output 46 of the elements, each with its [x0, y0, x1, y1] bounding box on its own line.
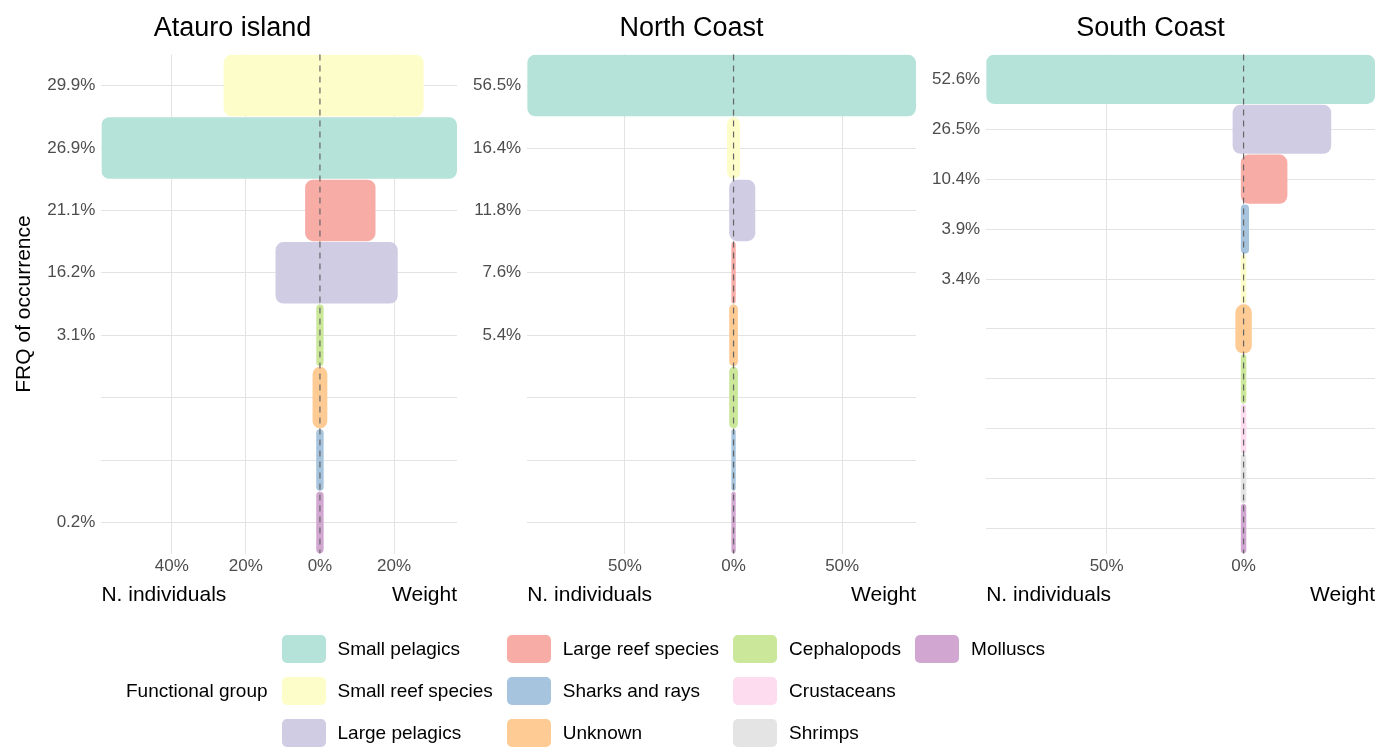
- y-tick-label: 11.8%: [474, 200, 522, 220]
- legend-label: Sharks and rays: [562, 680, 701, 702]
- y-tick-label: 21.1%: [47, 200, 96, 220]
- chart-title: Atauro island: [153, 11, 312, 42]
- text: Weight: [1310, 582, 1376, 606]
- y-tick-label: 52.6%: [932, 69, 981, 89]
- y-tick-label: 16.2%: [47, 262, 96, 282]
- x-tick-label: 20%: [228, 556, 263, 576]
- y-tick-label: 56.5%: [473, 75, 522, 95]
- x-tick-label: 0%: [721, 556, 746, 576]
- text: N. individuals: [986, 582, 1112, 606]
- y-tick-label: 5.4%: [482, 324, 522, 344]
- y-tick-label: 29.9%: [47, 75, 96, 95]
- chart-title: North Coast: [619, 11, 765, 42]
- legend-label: Molluscs: [971, 638, 1045, 660]
- legend-label: Crustaceans: [789, 680, 896, 702]
- legend-label: Shrimps: [789, 722, 859, 744]
- text: N. individuals: [527, 582, 653, 606]
- x-tick-label: 0%: [307, 556, 333, 576]
- y-tick-label: 3.9%: [941, 218, 981, 238]
- legend-label: Small reef species: [337, 680, 493, 702]
- legend-label: Large reef species: [562, 638, 720, 660]
- y-tick-label: 26.9%: [47, 137, 96, 157]
- legend-label: Large pelagics: [337, 722, 462, 744]
- x-tick-label: 40%: [154, 556, 189, 576]
- y-tick-label: 3.4%: [941, 268, 981, 288]
- text: N. individuals: [101, 582, 227, 606]
- x-tick-label: 20%: [377, 556, 412, 576]
- y-tick-label: 3.1%: [56, 324, 96, 344]
- y-tick-label: 16.4%: [473, 137, 522, 157]
- x-tick-label: 50%: [825, 556, 860, 576]
- y-tick-label: 26.5%: [932, 118, 981, 138]
- x-tick-label: 0%: [1231, 556, 1256, 576]
- text: Weight: [851, 582, 917, 606]
- y-tick-label: 10.4%: [932, 168, 981, 188]
- text: Weight: [392, 582, 458, 606]
- chart-title: South Coast: [1076, 11, 1226, 42]
- legend-label: Unknown: [562, 722, 642, 744]
- y-tick-label: 0.2%: [56, 512, 96, 532]
- legend-label: Small pelagics: [337, 638, 461, 660]
- y-tick-label: 7.6%: [482, 262, 522, 282]
- y-axis-title: FRQ of occurrence: [11, 215, 35, 393]
- x-tick-label: 50%: [1089, 556, 1124, 576]
- x-tick-label: 50%: [607, 556, 642, 576]
- legend-label: Cephalopods: [789, 638, 902, 660]
- legend-title: Functional group: [126, 680, 268, 702]
